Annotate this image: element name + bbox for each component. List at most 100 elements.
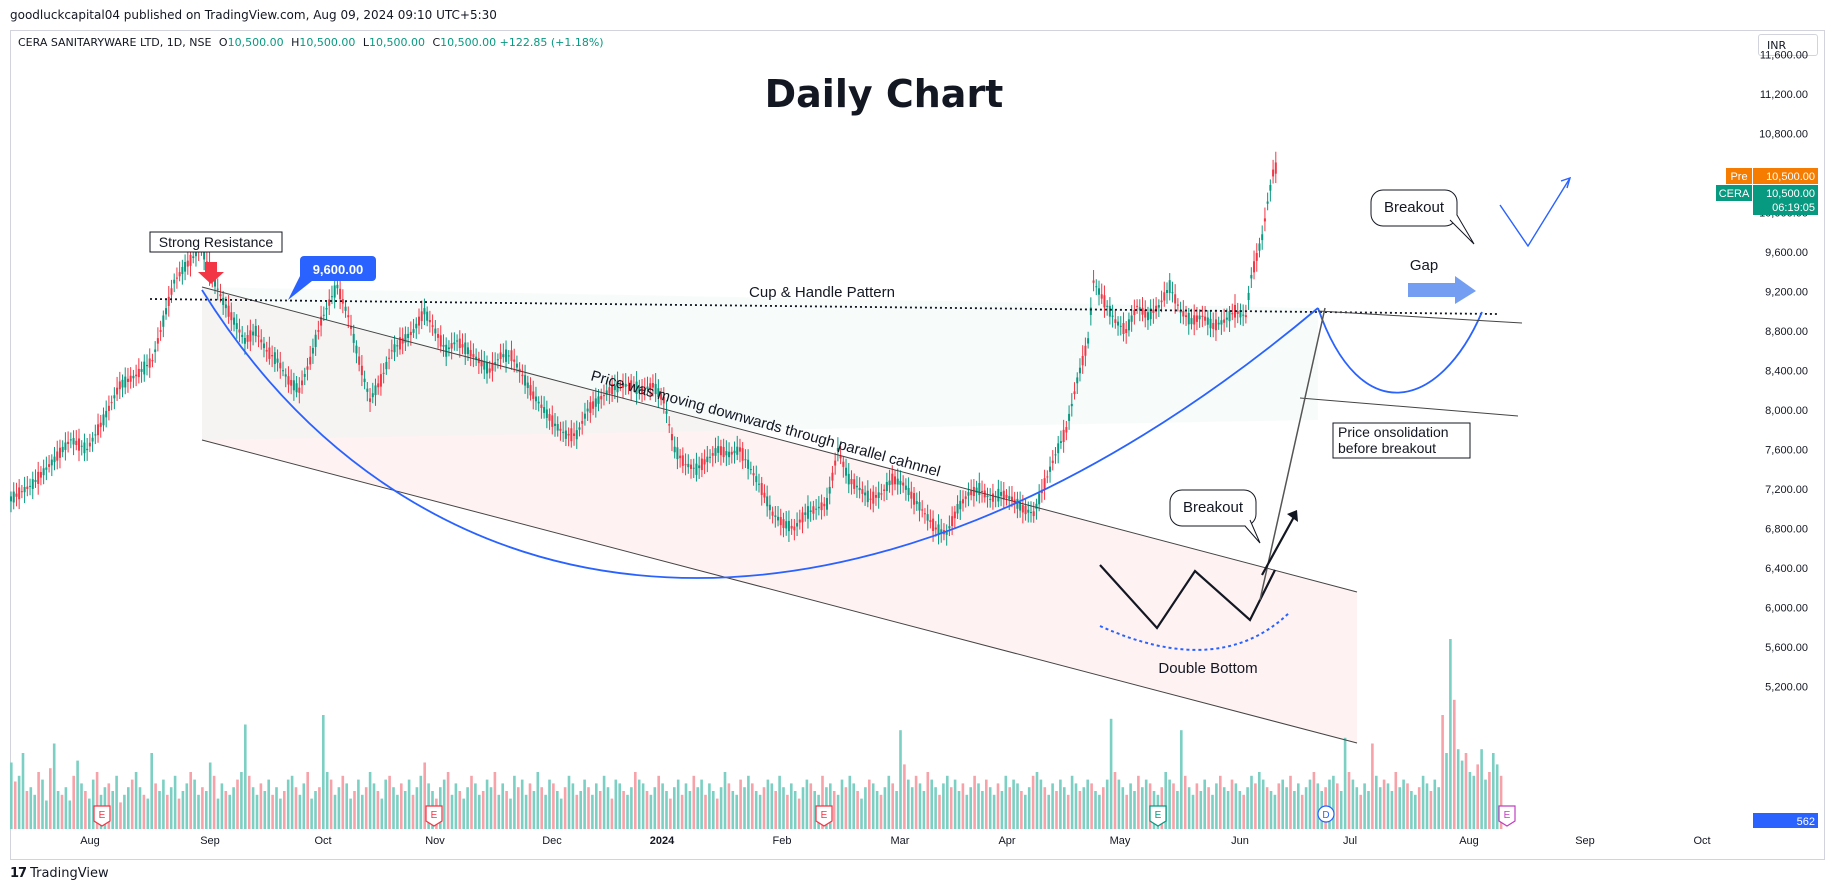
- candle-body: [243, 337, 246, 344]
- volume-bar: [111, 791, 114, 829]
- candle-body: [1206, 317, 1209, 325]
- consolidation-label-1: Price onsolidation: [1338, 424, 1449, 440]
- candle-body: [853, 479, 856, 489]
- candle-body: [948, 526, 951, 529]
- volume-bar: [403, 791, 407, 829]
- candle-body: [1263, 218, 1266, 222]
- candle-body: [328, 299, 331, 306]
- tradingview-footer[interactable]: 17 TradingView: [10, 866, 109, 881]
- volume-bar: [903, 764, 906, 829]
- volume-bar: [1043, 787, 1047, 829]
- candle-body: [420, 311, 423, 322]
- candle-body: [1176, 304, 1179, 306]
- volume-bar: [33, 794, 36, 829]
- candle-body: [1250, 274, 1253, 279]
- volume-bar: [918, 783, 922, 829]
- volume-bar: [595, 783, 598, 829]
- candle-body: [608, 387, 611, 394]
- volume-bar: [579, 791, 582, 829]
- volume-bar: [1406, 783, 1409, 829]
- volume-bar: [349, 798, 352, 829]
- candle-body: [763, 492, 766, 498]
- candle-body: [480, 359, 483, 367]
- candle-body: [910, 491, 913, 499]
- volume-bar: [509, 798, 512, 829]
- candle-body: [162, 315, 165, 327]
- volume-bar: [220, 783, 224, 829]
- currency-button[interactable]: INR: [1758, 34, 1818, 56]
- candle-body: [1062, 429, 1065, 442]
- volume-bar: [353, 791, 356, 829]
- candle-body: [543, 407, 546, 413]
- volume-bar: [844, 787, 848, 829]
- volume-bar: [891, 783, 894, 829]
- candle-body: [1054, 454, 1057, 456]
- volume-bar: [458, 791, 462, 829]
- candle-body: [858, 487, 861, 491]
- candle-body: [284, 374, 287, 377]
- volume-bar: [934, 787, 937, 829]
- volume-bar: [1176, 791, 1179, 829]
- candle-body: [186, 260, 189, 267]
- candle-body: [431, 325, 434, 327]
- breakout-callout-1: [1169, 489, 1257, 527]
- candle-body: [915, 501, 918, 505]
- volume-bar: [743, 787, 746, 829]
- volume-bar: [548, 779, 551, 829]
- volume-bar: [985, 779, 988, 829]
- volume-bar: [790, 783, 793, 829]
- volume-bar: [60, 794, 64, 829]
- earnings-marker-icon: [1498, 805, 1516, 827]
- volume-bar: [68, 800, 72, 829]
- volume-bar: [673, 787, 676, 829]
- candle-body: [619, 384, 622, 386]
- volume-bar: [805, 779, 809, 829]
- volume-bar: [1347, 772, 1351, 829]
- chart-frame: [10, 30, 1825, 860]
- candle-body: [257, 335, 260, 337]
- volume-bar: [836, 794, 840, 829]
- candle-body: [986, 495, 989, 498]
- candle-body: [589, 402, 592, 413]
- candle-body: [537, 401, 540, 404]
- volume-bar: [372, 783, 376, 829]
- cup-shading: [202, 287, 1318, 440]
- candle-body: [352, 333, 355, 343]
- volume-bar: [1476, 764, 1479, 829]
- candle-body: [782, 519, 785, 528]
- volume-bar: [380, 798, 384, 829]
- candle-body: [1168, 280, 1171, 293]
- candle-body: [1187, 312, 1190, 325]
- candle-body: [189, 254, 192, 266]
- breakout-label-2: Breakout: [1384, 199, 1445, 216]
- candle-body: [358, 356, 361, 365]
- candle-body: [700, 458, 703, 471]
- volume-bar: [1285, 787, 1288, 829]
- candle-body: [714, 448, 717, 456]
- candle-body: [556, 424, 559, 431]
- candle-body: [1089, 307, 1092, 315]
- candle-body: [23, 486, 26, 493]
- candle-body: [1171, 292, 1174, 294]
- volume-bar: [298, 794, 302, 829]
- volume-bar: [598, 791, 602, 829]
- candle-body: [834, 460, 837, 466]
- candle-body: [929, 520, 932, 523]
- candle-body: [1046, 476, 1049, 478]
- candle-body: [864, 492, 867, 496]
- volume-bar: [1242, 794, 1245, 829]
- candle-body: [524, 375, 527, 386]
- breakout-arrowhead: [1287, 510, 1298, 522]
- consolidation-box: [1332, 422, 1471, 459]
- candle-body: [83, 442, 86, 454]
- volume-bar: [946, 775, 949, 829]
- candle-body: [698, 465, 701, 469]
- volume-bar: [337, 787, 341, 829]
- candle-body: [404, 334, 407, 343]
- candle-body: [635, 381, 638, 395]
- candle-body: [1076, 377, 1079, 384]
- candle-body: [975, 487, 978, 493]
- candle-body: [1084, 345, 1087, 356]
- candle-body: [292, 380, 295, 391]
